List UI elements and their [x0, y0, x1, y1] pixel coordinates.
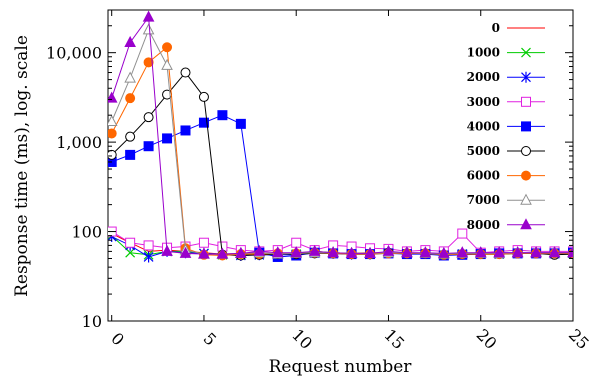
- data-point: [125, 247, 136, 258]
- legend-label: 8000: [467, 218, 500, 232]
- y-tick-label: 10,000: [46, 44, 102, 63]
- data-point: [216, 247, 229, 259]
- legend-label: 7000: [467, 193, 500, 207]
- series-4000: [108, 110, 573, 262]
- data-point: [567, 246, 573, 258]
- data-point: [179, 246, 192, 258]
- data-point: [327, 246, 339, 258]
- legend-label: 4000: [467, 119, 500, 133]
- legend-marker: [521, 71, 531, 83]
- data-point: [401, 246, 413, 258]
- legend: 0 1000 2000 3000 4000 5000 6000 7000 8000: [467, 21, 545, 232]
- x-tick-label: 5: [200, 329, 221, 350]
- data-point: [162, 42, 173, 53]
- data-point: [108, 114, 118, 127]
- x-tick-label: 15: [380, 325, 408, 353]
- data-point: [143, 57, 154, 68]
- data-point: [217, 110, 228, 121]
- y-tick-label: 1,000: [56, 133, 102, 152]
- data-point: [142, 10, 155, 22]
- data-point: [161, 58, 173, 70]
- data-point: [142, 23, 155, 35]
- data-point: [143, 112, 154, 123]
- series-line: [111, 15, 573, 255]
- legend-marker: [520, 193, 532, 205]
- data-point: [382, 244, 395, 256]
- data-point: [456, 246, 469, 258]
- data-point: [419, 246, 432, 258]
- legend-label: 5000: [467, 144, 500, 158]
- y-tick-label: 100: [71, 223, 102, 242]
- data-point: [108, 149, 117, 160]
- series-line: [111, 114, 573, 258]
- data-point: [180, 67, 191, 78]
- data-point: [474, 246, 487, 258]
- y-axis-label: Response time (ms), log. scale: [12, 35, 32, 297]
- series-6000: [108, 42, 573, 261]
- data-point: [125, 131, 136, 142]
- series-line: [111, 71, 573, 256]
- data-point: [493, 246, 506, 258]
- legend-marker: [521, 121, 531, 132]
- data-point: [125, 237, 136, 248]
- x-tick-label: 0: [107, 329, 128, 350]
- data-point: [345, 246, 358, 258]
- legend-marker: [520, 218, 532, 230]
- data-point: [198, 91, 209, 102]
- x-axis-label: Request number: [269, 357, 413, 377]
- data-point: [438, 246, 450, 258]
- y-tick-label: 10: [82, 312, 102, 331]
- data-point: [143, 240, 154, 251]
- data-point: [198, 117, 209, 128]
- data-point: [548, 246, 561, 258]
- series-line: [111, 28, 573, 255]
- data-point: [253, 244, 266, 256]
- data-point: [530, 246, 542, 258]
- legend-label: 3000: [467, 95, 500, 109]
- legend-marker: [521, 170, 531, 181]
- legend-label: 0: [492, 21, 500, 35]
- series-8000: [108, 10, 573, 259]
- data-point: [125, 149, 136, 160]
- x-tick-label: 20: [473, 325, 501, 353]
- data-point: [511, 246, 524, 258]
- data-point: [124, 35, 136, 47]
- series-7000: [108, 23, 573, 259]
- data-point: [108, 128, 117, 139]
- data-point: [235, 118, 246, 129]
- data-point: [143, 251, 154, 263]
- data-point: [271, 246, 284, 258]
- x-tick-label: 10: [288, 325, 316, 353]
- data-point: [235, 246, 247, 258]
- legend-label: 1000: [467, 46, 500, 60]
- x-tick-label: 25: [565, 325, 589, 353]
- data-point: [364, 246, 376, 258]
- data-point: [180, 125, 191, 136]
- data-point: [198, 247, 210, 259]
- legend-marker: [521, 47, 531, 58]
- legend-marker: [521, 146, 531, 156]
- data-point: [162, 133, 173, 144]
- data-point: [198, 237, 209, 248]
- data-point: [143, 141, 154, 152]
- legend-label: 2000: [467, 70, 500, 84]
- data-point: [125, 93, 136, 104]
- data-point: [457, 228, 468, 239]
- data-point: [291, 237, 302, 248]
- data-point: [308, 244, 321, 256]
- series-1000: [108, 230, 573, 260]
- data-point: [290, 246, 303, 258]
- data-point: [161, 244, 173, 256]
- data-point: [124, 71, 136, 83]
- legend-marker: [521, 96, 531, 107]
- legend-label: 6000: [467, 169, 500, 183]
